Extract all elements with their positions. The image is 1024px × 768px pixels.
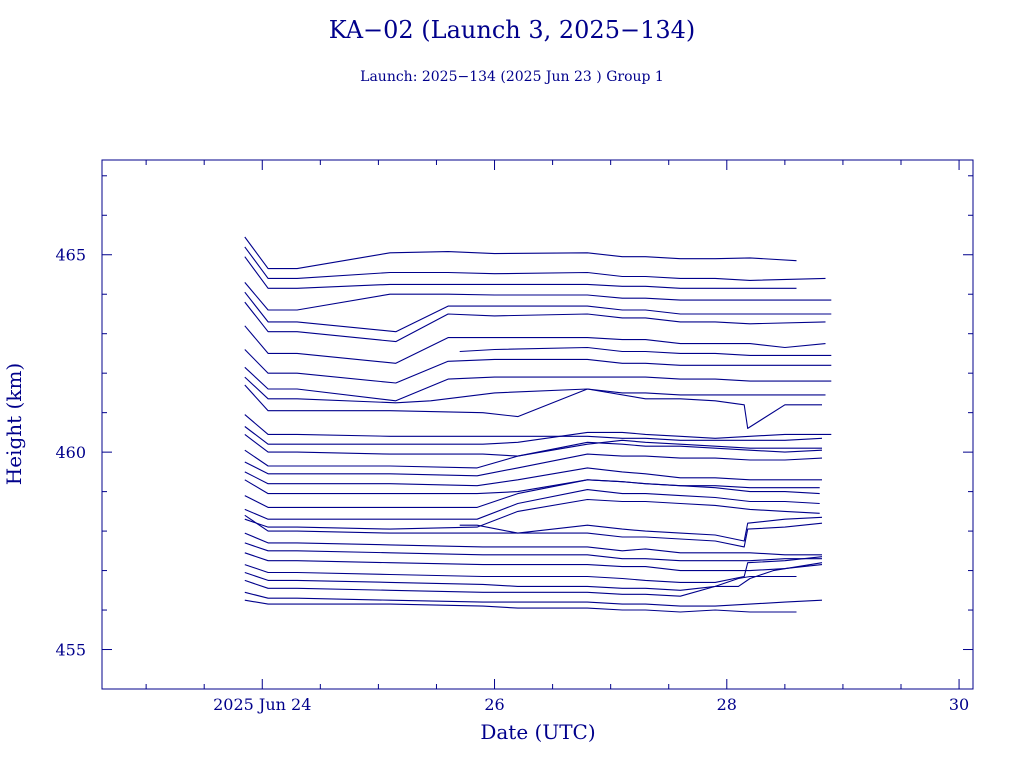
series-line-7 (244, 325, 826, 364)
y-tick-label: 455 (55, 641, 86, 660)
series-line-18 (244, 467, 822, 487)
series-line-12 (244, 384, 822, 429)
series-lines (244, 236, 832, 613)
x-axis: 2025 Jun 24 26 28 30 (145, 160, 969, 714)
series-line-24 (244, 514, 823, 548)
series-line-3 (244, 256, 797, 289)
series-line-31 (244, 591, 823, 607)
x-tick-label: 28 (717, 695, 737, 714)
series-line-8 (459, 346, 832, 356)
series-line-14 (244, 426, 832, 445)
series-line-11 (244, 376, 826, 404)
series-line-28 (244, 556, 823, 583)
series-line-29 (244, 571, 797, 591)
series-line-32 (244, 599, 797, 613)
series-line-2 (244, 246, 826, 281)
x-axis-label: Date (UTC) (480, 720, 595, 744)
series-line-22 (244, 498, 820, 530)
x-tick-label: 30 (949, 695, 969, 714)
y-tick-label: 465 (55, 246, 86, 265)
series-line-13 (244, 414, 823, 441)
y-axis-label: Height (km) (2, 363, 26, 485)
series-line-23 (459, 516, 823, 542)
plot-frame (101, 159, 974, 690)
series-line-4 (244, 282, 832, 311)
series-line-1 (244, 236, 797, 270)
series-line-10 (244, 366, 832, 402)
series-line-25 (244, 532, 822, 556)
series-line-9 (244, 349, 832, 384)
series-line-5 (244, 291, 832, 333)
series-line-26 (244, 542, 822, 562)
series-line-21 (244, 489, 820, 520)
series-line-20 (244, 479, 820, 508)
series-line-6 (244, 301, 826, 343)
series-line-27 (244, 552, 823, 572)
x-tick-label: 2025 Jun 24 (213, 695, 311, 714)
chart-title: KA−02 (Launch 3, 2025−134) (329, 16, 696, 44)
series-line-19 (244, 479, 820, 495)
series-line-16 (244, 441, 823, 469)
y-tick-label: 460 (55, 443, 86, 462)
series-line-15 (244, 433, 822, 457)
series-line-17 (244, 453, 823, 477)
x-tick-label: 26 (484, 695, 504, 714)
series-line-30 (244, 562, 823, 597)
y-axis: 455 460 465 (55, 175, 973, 690)
chart-subtitle: Launch: 2025−134 (2025 Jun 23 ) Group 1 (360, 69, 664, 85)
